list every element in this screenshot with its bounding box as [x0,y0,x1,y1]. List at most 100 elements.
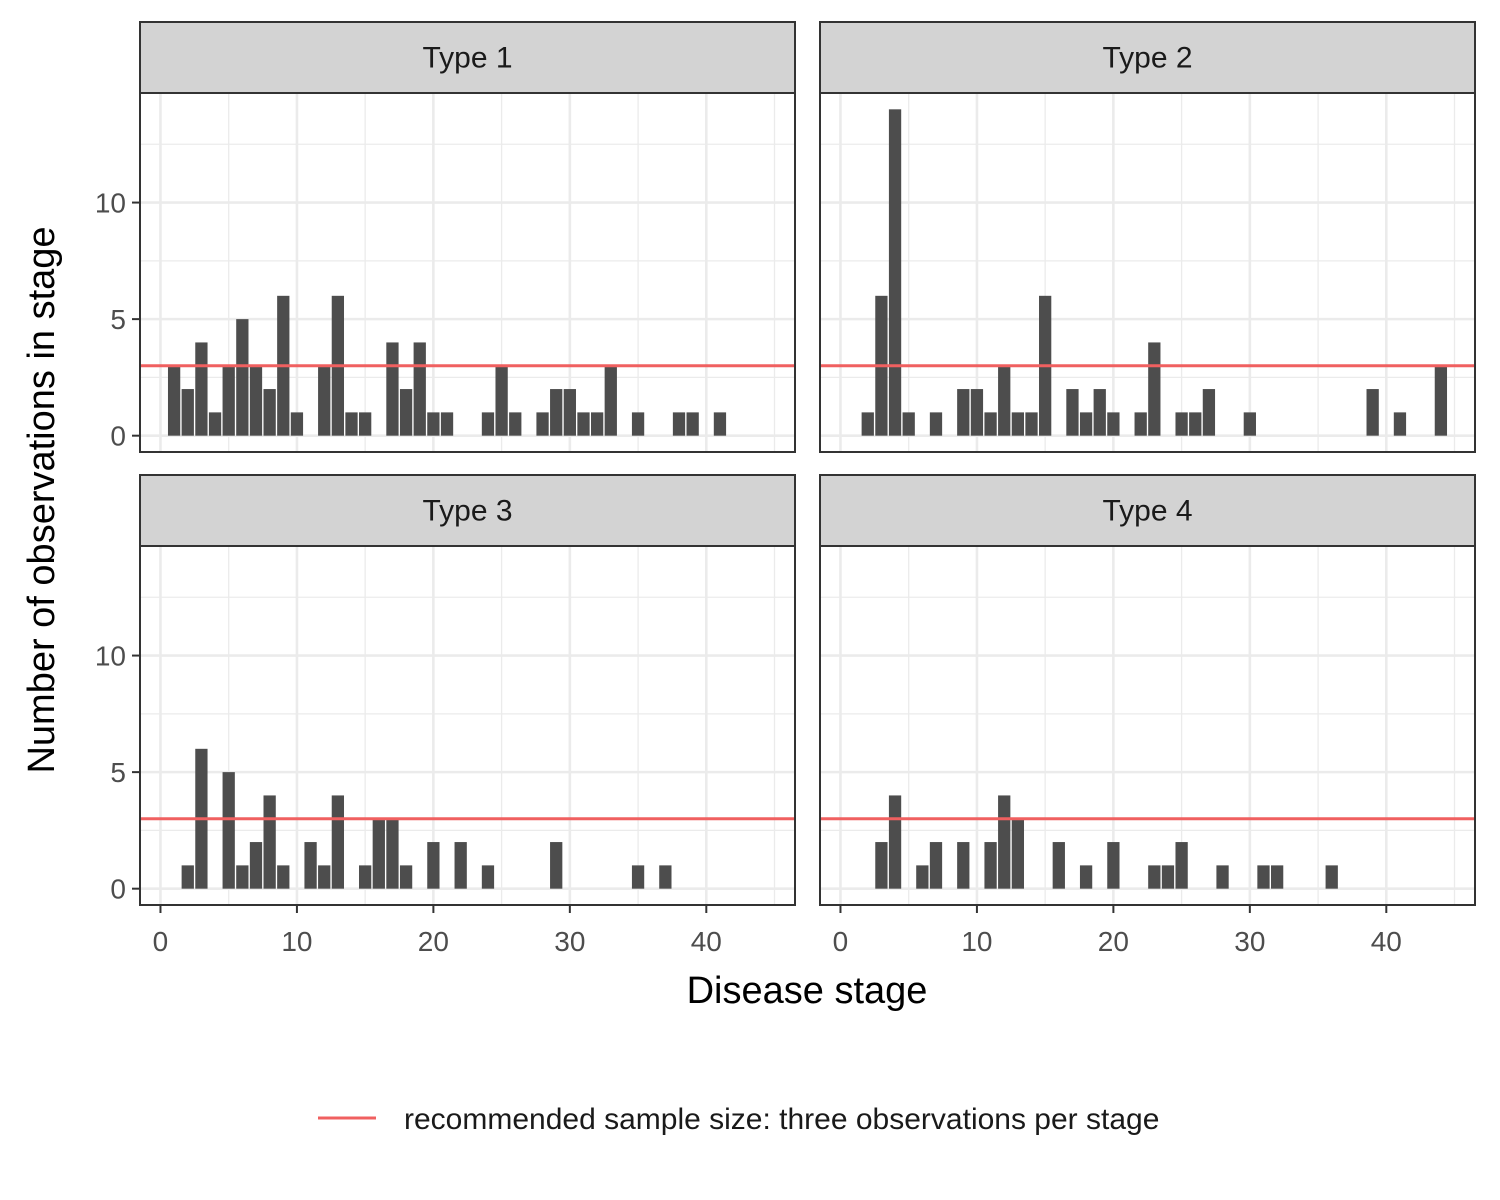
bar-type-1-stage-24 [481,412,495,436]
panel-type-4: Type 4 [819,474,1476,906]
bar-type-3-stage-20 [427,842,440,889]
bar-type-3-stage-15 [359,865,372,889]
bar-type-4-stage-25 [1175,842,1188,889]
x-axis-title: Disease stage [687,970,928,1012]
bar-type-3-stage-16 [372,818,385,889]
bar-type-3-stage-24 [481,865,495,889]
x-tick-label: 0 [153,926,169,957]
x-tick-label: 0 [833,926,849,957]
panel-type-2: Type 2 [819,21,1476,453]
bar-type-2-stage-25 [1175,412,1188,436]
bar-type-3-stage-35 [631,865,645,889]
bar-type-2-stage-30 [1243,412,1256,436]
bar-type-1-stage-14 [345,412,358,436]
bar-type-2-stage-18 [1079,412,1093,436]
bar-type-2-stage-4 [888,109,902,436]
bar-type-4-stage-32 [1270,865,1284,889]
y-tick-label: 10 [95,188,126,219]
x-tick-label: 20 [1098,926,1129,957]
bar-type-2-stage-9 [957,389,970,436]
bar-type-3-stage-22 [454,842,467,889]
bar-type-2-stage-41 [1393,412,1407,436]
bar-type-3-stage-37 [659,865,672,889]
strip-type-3 [139,474,796,547]
bar-type-3-stage-5 [222,772,235,889]
strip-label: Type 1 [422,42,512,75]
bar-type-3-stage-17 [386,818,399,889]
y-tick-label: 0 [110,874,126,905]
bar-type-1-stage-3 [195,342,208,436]
panels: Type 1 Type 2 Type 3 Type 4 [139,21,1476,906]
bar-type-1-stage-25 [495,365,508,436]
bar-type-1-stage-5 [222,365,235,436]
bar-type-1-stage-28 [536,412,549,436]
bar-type-2-stage-10 [970,389,984,436]
x-tick-label: 30 [1234,926,1265,957]
panel-border [139,92,796,453]
panel-background [820,546,1475,905]
strip-label: Type 3 [422,495,512,528]
bar-type-2-stage-7 [929,412,943,436]
bar-type-3-stage-12 [318,865,331,889]
strip-type-1 [139,21,796,94]
strip-label: Type 2 [1102,42,1192,75]
bar-type-4-stage-7 [929,842,943,889]
bar-type-3-stage-8 [263,795,276,889]
bar-type-2-stage-17 [1066,389,1079,436]
bar-type-1-stage-35 [631,412,645,436]
bar-type-1-stage-31 [577,412,590,436]
strip-type-2 [819,21,1476,94]
bar-type-3-stage-29 [550,842,563,889]
legend-label: recommended sample size: three observati… [404,1103,1159,1136]
bar-type-1-stage-39 [686,412,699,436]
legend: recommended sample size: three observati… [318,1103,1159,1136]
panel-background [140,546,795,905]
bar-type-4-stage-16 [1052,842,1065,889]
bar-type-4-stage-18 [1079,865,1093,889]
bar-type-4-stage-36 [1325,865,1338,889]
bar-type-1-stage-19 [413,342,426,436]
panel-border [819,92,1476,453]
bar-type-3-stage-9 [277,865,290,889]
bar-type-1-stage-29 [550,389,563,436]
bar-type-2-stage-44 [1434,365,1448,436]
bar-type-4-stage-23 [1148,865,1161,889]
bar-type-2-stage-14 [1025,412,1038,436]
panel-border [819,545,1476,906]
strip-type-4 [819,474,1476,547]
bar-type-1-stage-38 [672,412,686,436]
panel-border [139,545,796,906]
bar-type-4-stage-6 [916,865,929,889]
bar-type-4-stage-13 [1011,818,1025,889]
x-tick-label: 10 [961,926,992,957]
bar-type-1-stage-6 [236,319,249,436]
bar-type-2-stage-19 [1093,389,1106,436]
y-tick-label: 0 [110,421,126,452]
bar-type-4-stage-3 [875,842,888,889]
bar-type-1-stage-41 [713,412,727,436]
y-tick-label: 10 [95,641,126,672]
bar-type-1-stage-20 [427,412,440,436]
bar-type-4-stage-12 [998,795,1011,889]
panel-background [140,93,795,452]
bar-type-1-stage-2 [181,389,194,436]
x-tick-label: 40 [1371,926,1402,957]
bar-type-4-stage-24 [1161,865,1175,889]
bar-type-4-stage-31 [1257,865,1270,889]
bar-type-2-stage-12 [998,365,1011,436]
bar-type-3-stage-11 [304,842,317,889]
axes: 0 5 10 0 5 10 0 10 20 30 40 0 10 20 30 40 [95,188,1402,957]
bar-type-1-stage-17 [386,342,399,436]
bar-type-2-stage-27 [1202,389,1216,436]
bar-type-1-stage-7 [249,365,263,436]
bar-type-2-stage-2 [861,412,874,436]
bar-type-4-stage-4 [888,795,902,889]
bar-type-1-stage-33 [604,365,617,436]
bar-type-3-stage-7 [249,842,263,889]
bar-type-4-stage-11 [984,842,997,889]
bar-type-1-stage-10 [290,412,304,436]
bar-type-3-stage-18 [399,865,413,889]
bar-type-2-stage-20 [1107,412,1120,436]
bar-type-1-stage-8 [263,389,276,436]
y-tick-label: 5 [110,757,126,788]
